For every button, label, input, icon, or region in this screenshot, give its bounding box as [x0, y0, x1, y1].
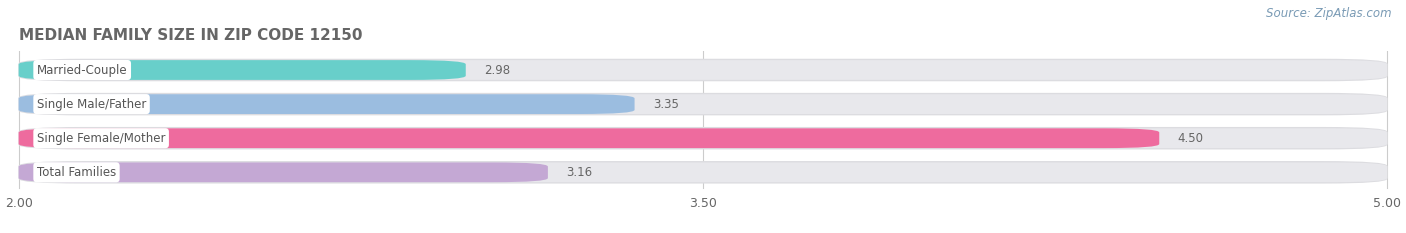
- Text: Single Female/Mother: Single Female/Mother: [37, 132, 166, 145]
- Text: Single Male/Father: Single Male/Father: [37, 98, 146, 111]
- FancyBboxPatch shape: [18, 93, 1388, 115]
- Text: Married-Couple: Married-Couple: [37, 64, 128, 76]
- FancyBboxPatch shape: [18, 60, 465, 80]
- FancyBboxPatch shape: [18, 128, 1388, 148]
- FancyBboxPatch shape: [18, 162, 548, 182]
- FancyBboxPatch shape: [18, 127, 1388, 149]
- FancyBboxPatch shape: [18, 60, 1388, 80]
- FancyBboxPatch shape: [18, 128, 1160, 148]
- Text: Source: ZipAtlas.com: Source: ZipAtlas.com: [1267, 7, 1392, 20]
- FancyBboxPatch shape: [18, 59, 1388, 81]
- Text: MEDIAN FAMILY SIZE IN ZIP CODE 12150: MEDIAN FAMILY SIZE IN ZIP CODE 12150: [18, 28, 363, 43]
- Text: 2.98: 2.98: [484, 64, 510, 76]
- FancyBboxPatch shape: [18, 162, 1388, 182]
- Text: Total Families: Total Families: [37, 166, 117, 179]
- Text: 3.16: 3.16: [567, 166, 592, 179]
- FancyBboxPatch shape: [18, 94, 1388, 114]
- Text: 4.50: 4.50: [1177, 132, 1204, 145]
- FancyBboxPatch shape: [18, 94, 634, 114]
- FancyBboxPatch shape: [18, 161, 1388, 184]
- Text: 3.35: 3.35: [652, 98, 679, 111]
